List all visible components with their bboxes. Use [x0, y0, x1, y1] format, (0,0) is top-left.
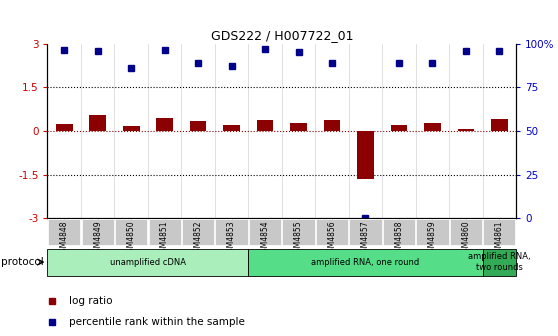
Bar: [324, 120, 340, 131]
FancyBboxPatch shape: [416, 219, 449, 245]
Text: GSM4854: GSM4854: [261, 220, 270, 257]
Bar: [391, 125, 407, 131]
Text: GSM4850: GSM4850: [127, 220, 136, 257]
Text: amplified RNA,
two rounds: amplified RNA, two rounds: [468, 252, 531, 272]
Text: GSM4861: GSM4861: [495, 220, 504, 257]
Text: GSM4853: GSM4853: [227, 220, 236, 257]
FancyBboxPatch shape: [316, 219, 348, 245]
Bar: [56, 124, 73, 131]
FancyBboxPatch shape: [249, 219, 281, 245]
Bar: [257, 120, 273, 131]
FancyBboxPatch shape: [48, 219, 80, 245]
Text: GSM4855: GSM4855: [294, 220, 303, 257]
Text: GSM4849: GSM4849: [93, 220, 102, 257]
Bar: [357, 131, 374, 179]
FancyBboxPatch shape: [182, 219, 214, 245]
FancyBboxPatch shape: [47, 249, 248, 276]
Text: log ratio: log ratio: [69, 296, 112, 306]
FancyBboxPatch shape: [383, 219, 415, 245]
Bar: [89, 115, 106, 131]
FancyBboxPatch shape: [81, 219, 114, 245]
Text: protocol: protocol: [1, 257, 44, 267]
Bar: [223, 125, 240, 131]
Text: percentile rank within the sample: percentile rank within the sample: [69, 317, 244, 327]
Title: GDS222 / H007722_01: GDS222 / H007722_01: [210, 30, 353, 43]
FancyBboxPatch shape: [483, 219, 516, 245]
Text: GSM4859: GSM4859: [428, 220, 437, 257]
FancyBboxPatch shape: [148, 219, 181, 245]
Bar: [290, 123, 307, 131]
FancyBboxPatch shape: [282, 219, 315, 245]
Bar: [190, 121, 206, 131]
Text: GSM4856: GSM4856: [328, 220, 336, 257]
FancyBboxPatch shape: [215, 219, 248, 245]
FancyBboxPatch shape: [115, 219, 147, 245]
Bar: [123, 126, 140, 131]
Bar: [156, 118, 173, 131]
FancyBboxPatch shape: [483, 249, 516, 276]
Text: unamplified cDNA: unamplified cDNA: [110, 258, 186, 266]
FancyBboxPatch shape: [349, 219, 382, 245]
Bar: [458, 129, 474, 131]
Text: GSM4858: GSM4858: [395, 220, 403, 257]
Text: GSM4860: GSM4860: [461, 220, 470, 257]
Text: GSM4848: GSM4848: [60, 220, 69, 257]
Text: GSM4852: GSM4852: [194, 220, 203, 257]
Text: GSM4857: GSM4857: [361, 220, 370, 257]
Bar: [424, 123, 441, 131]
Text: amplified RNA, one round: amplified RNA, one round: [311, 258, 420, 266]
Bar: [491, 119, 508, 131]
FancyBboxPatch shape: [450, 219, 482, 245]
Text: GSM4851: GSM4851: [160, 220, 169, 257]
FancyBboxPatch shape: [248, 249, 483, 276]
